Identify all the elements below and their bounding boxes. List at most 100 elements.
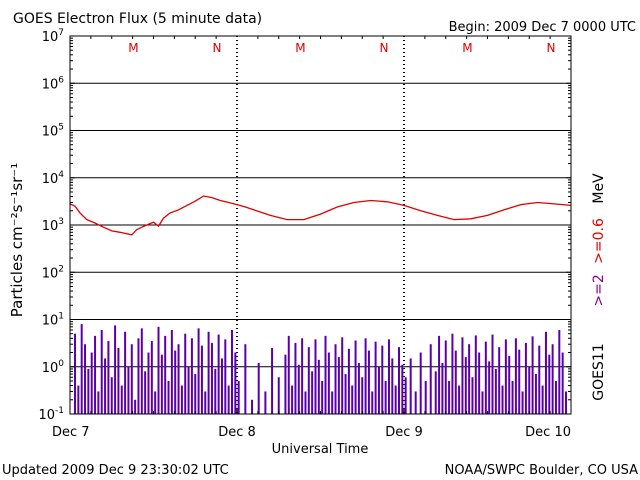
y-tick-label: 107 (42, 28, 64, 45)
histogram-bar (554, 380, 557, 414)
y-tick-base: 10 (42, 30, 59, 45)
histogram-bar (237, 380, 240, 414)
histogram-bar (127, 366, 130, 414)
histogram-bar (291, 385, 294, 414)
y-tick-label: 100 (42, 359, 65, 376)
histogram-bar (384, 380, 387, 414)
histogram-bar (548, 354, 551, 414)
histogram-bar (200, 345, 203, 414)
histogram-bar (311, 371, 314, 414)
day-marker-n: N (212, 41, 221, 55)
day-marker-n: N (546, 41, 555, 55)
histogram-bar (331, 391, 334, 414)
histogram-bar (251, 399, 254, 414)
day-marker-n: N (379, 41, 388, 55)
y-axis-label: Particles cm⁻²s⁻¹sr⁻¹ (8, 163, 26, 317)
y-tick-exponent: 2 (58, 264, 64, 274)
y-tick-exponent: 5 (58, 123, 64, 133)
histogram-bar (114, 325, 117, 414)
histogram-bar (84, 344, 87, 414)
histogram-bar (448, 380, 451, 414)
x-axis-ticks: Dec 7 Dec 8 Dec 9 Dec 10 (52, 36, 572, 440)
y-tick-base: 10 (42, 314, 59, 329)
x-tick-label: Dec 8 (218, 425, 256, 440)
histogram-bar (438, 335, 441, 414)
credit-label: NOAA/SWPC Boulder, CO USA (445, 463, 638, 478)
histogram-bar (341, 337, 344, 414)
y-tick-label: 103 (42, 217, 64, 234)
begin-time: Begin: 2009 Dec 7 0000 UTC (449, 20, 636, 35)
histogram-bar (321, 380, 324, 414)
histogram-bar (401, 364, 404, 414)
x-tick-label: Dec 10 (525, 425, 571, 440)
histogram-bar (134, 399, 137, 414)
x-tick-label: Dec 9 (385, 425, 423, 440)
histogram-bar (371, 391, 374, 414)
histogram-bar (451, 333, 454, 414)
histogram-bar (77, 385, 80, 414)
histogram-bar (347, 348, 350, 414)
histogram-bar (100, 329, 103, 414)
histogram-bar (387, 339, 390, 414)
histogram-bar (204, 391, 207, 414)
histogram-bar (538, 345, 541, 414)
histogram-bar (107, 341, 110, 414)
y-tick-label: 105 (42, 123, 64, 140)
histogram-bar (220, 358, 223, 414)
histogram-bar (304, 391, 307, 414)
histogram-bar (297, 364, 300, 414)
plot-frame (69, 35, 572, 415)
histogram-bar (230, 329, 233, 414)
histogram-bar (180, 385, 183, 414)
y-tick-label: 10-1 (38, 406, 64, 423)
y-tick-exponent: -1 (55, 406, 64, 416)
day-marker-m: M (128, 41, 138, 55)
histogram-bar (210, 342, 213, 414)
histogram-bar (190, 338, 193, 414)
histogram-bar (464, 357, 467, 414)
histogram-bar (334, 344, 337, 414)
y-tick-exponent: 4 (58, 170, 64, 180)
histogram-bar (498, 347, 501, 414)
histogram-bar (484, 341, 487, 414)
y-tick-exponent: 1 (58, 312, 64, 322)
histogram-bar (429, 344, 432, 414)
histogram-bar (264, 391, 267, 414)
histogram-bar (444, 340, 447, 414)
histogram-bar (244, 344, 247, 414)
histogram-bar (94, 335, 97, 414)
histogram-bar (504, 339, 507, 414)
y-tick-exponent: 3 (58, 217, 64, 227)
histogram-bar (110, 377, 113, 414)
histogram-bar (130, 344, 133, 414)
histogram-bar (424, 380, 427, 414)
histogram-bar (561, 352, 564, 414)
histogram-bar (528, 366, 531, 414)
histogram-bar (544, 331, 547, 414)
y-tick-label: 101 (42, 312, 64, 329)
histogram-bar (157, 326, 160, 414)
histogram-bar (144, 371, 147, 414)
histogram-bar (314, 339, 317, 414)
histogram-bar (397, 347, 400, 414)
histogram-bar (454, 350, 457, 414)
histogram-bar (117, 347, 120, 414)
goes11-histogram (74, 324, 567, 414)
histogram-bar (434, 371, 437, 414)
histogram-bar (177, 344, 180, 414)
histogram-bar (374, 341, 377, 414)
histogram-bar (409, 358, 412, 414)
histogram-bar (458, 385, 461, 414)
histogram-bar (214, 368, 217, 414)
y-tick-label: 106 (42, 75, 65, 92)
y-tick-base: 10 (42, 125, 59, 140)
y-tick-exponent: 6 (58, 75, 64, 85)
histogram-bar (488, 361, 491, 414)
histogram-bar (461, 337, 464, 414)
histogram-bar (474, 335, 477, 414)
x-tick-label: Dec 7 (52, 425, 90, 440)
day-marker-m: M (295, 41, 305, 55)
chart-title: GOES Electron Flux (5 minute data) (13, 11, 262, 27)
histogram-bar (337, 357, 340, 414)
